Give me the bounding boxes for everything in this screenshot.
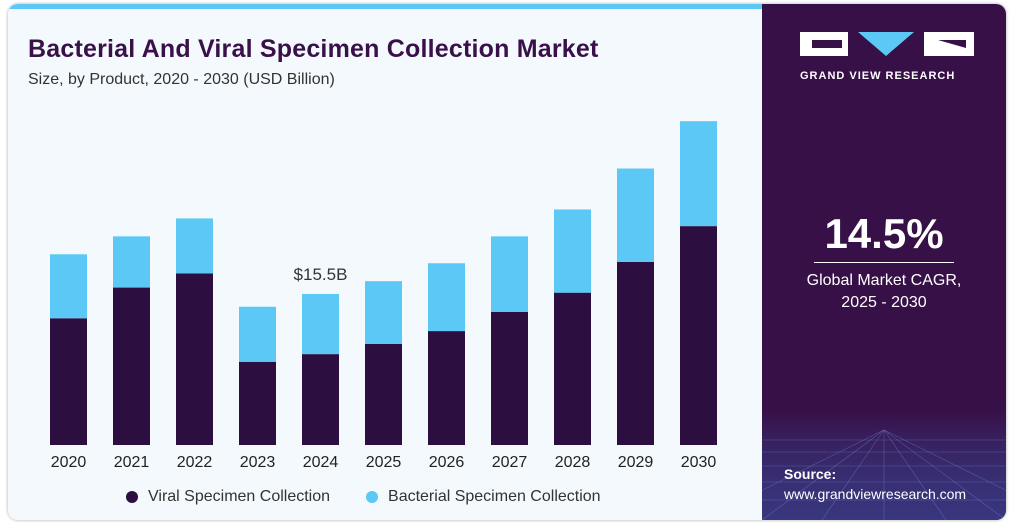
x-tick-label-2020: 2020 <box>51 454 87 471</box>
x-tick-label-2022: 2022 <box>177 454 213 471</box>
bar-bacterial-2021 <box>113 236 150 288</box>
legend-label-viral: Viral Specimen Collection <box>148 488 331 505</box>
cagr-label-line1: Global Market CAGR, <box>806 272 962 289</box>
bar-viral-2029 <box>617 261 654 445</box>
infographic-card: Bacterial And Viral Specimen Collection … <box>8 4 1006 520</box>
accent-bar <box>8 4 762 9</box>
cagr-value: 14.5% <box>824 210 944 257</box>
gvr-logo-icon <box>800 32 974 56</box>
bar-viral-2028 <box>554 292 591 445</box>
bar-viral-2022 <box>176 273 213 445</box>
x-tick-label-2028: 2028 <box>555 454 591 471</box>
bar-viral-2027 <box>491 311 528 445</box>
bar-bacterial-2029 <box>617 168 654 262</box>
bar-bacterial-2020 <box>50 254 87 319</box>
perspective-grid-decoration <box>762 410 1006 520</box>
cagr-divider <box>814 262 954 263</box>
bar-viral-2021 <box>113 287 150 445</box>
brand-name: GRAND VIEW RESEARCH <box>800 70 956 82</box>
x-tick-label-2023: 2023 <box>240 454 276 471</box>
x-tick-label-2025: 2025 <box>366 454 402 471</box>
cagr-label-line2: 2025 - 2030 <box>841 294 927 311</box>
legend-item-viral: Viral Specimen Collection <box>126 488 330 506</box>
bar-bacterial-2026 <box>428 263 465 332</box>
bar-viral-2020 <box>50 318 87 445</box>
bar-viral-2025 <box>365 343 402 445</box>
x-tick-label-2024: 2024 <box>303 454 339 471</box>
data-label-2024: $15.5B <box>294 265 348 284</box>
legend-swatch-viral <box>126 491 138 503</box>
chart-title: Bacterial And Viral Specimen Collection … <box>28 35 599 63</box>
bar-bacterial-2025 <box>365 281 402 344</box>
bar-bacterial-2028 <box>554 209 591 293</box>
bar-viral-2024 <box>302 354 339 445</box>
x-tick-label-2027: 2027 <box>492 454 528 471</box>
bar-chart: 2020 2021 2022 2023 2024 $15.5B 2025 2026 2027 20… <box>50 121 717 471</box>
x-tick-label-2030: 2030 <box>681 454 717 471</box>
x-tick-label-2029: 2029 <box>618 454 654 471</box>
bar-bacterial-2027 <box>491 236 528 312</box>
legend-item-bacterial: Bacterial Specimen Collection <box>366 488 601 506</box>
chart-legend: Viral Specimen Collection Bacterial Spec… <box>126 488 601 506</box>
stats-sidebar: GRAND VIEW RESEARCH 14.5% Global Market … <box>762 4 1006 520</box>
legend-swatch-bacterial <box>366 491 379 503</box>
bar-viral-2030 <box>680 226 717 445</box>
x-tick-label-2021: 2021 <box>114 454 150 471</box>
source-label: Source: <box>784 466 837 482</box>
chart-panel: Bacterial And Viral Specimen Collection … <box>8 9 762 520</box>
bar-bacterial-2022 <box>176 218 213 274</box>
x-tick-label-2026: 2026 <box>429 454 465 471</box>
cagr-label: Global Market CAGR, 2025 - 2030 <box>762 270 1006 314</box>
legend-label-bacterial: Bacterial Specimen Collection <box>388 488 601 505</box>
bar-viral-2023 <box>239 361 276 445</box>
bar-bacterial-2030 <box>680 121 717 227</box>
bar-bacterial-2024 <box>302 293 339 355</box>
bar-bacterial-2023 <box>239 306 276 362</box>
source-url[interactable]: www.grandviewresearch.com <box>784 486 967 502</box>
chart-subtitle: Size, by Product, 2020 - 2030 (USD Billi… <box>28 71 335 88</box>
bar-viral-2026 <box>428 331 465 445</box>
